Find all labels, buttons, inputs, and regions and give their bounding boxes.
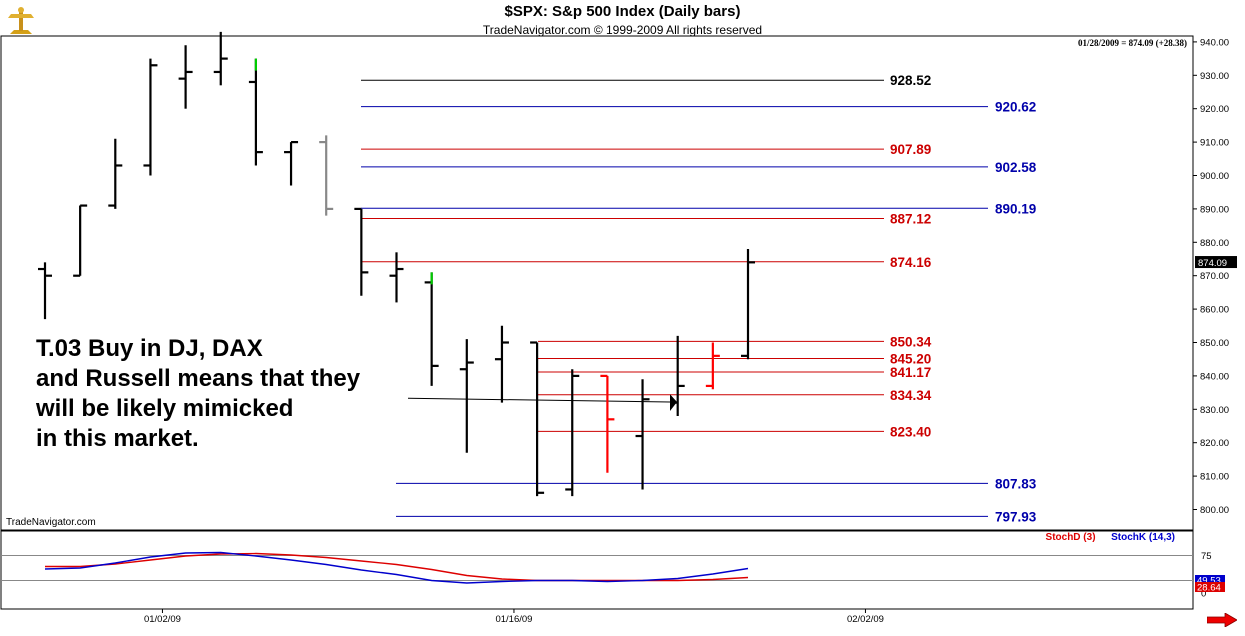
level-label: 823.40 xyxy=(890,424,931,439)
stoch-line xyxy=(44,551,749,584)
stoch-k-value-box xyxy=(1195,575,1225,585)
level-label: 902.58 xyxy=(995,160,1037,175)
trade-navigator-logo-icon xyxy=(8,7,34,34)
last-price-info: 01/28/2009 = 874.09 (+28.38) xyxy=(1077,38,1187,48)
level-label: 834.34 xyxy=(890,388,932,403)
y-tick-label: 840.00 xyxy=(1200,371,1229,382)
copyright-text: TradeNavigator.com © 1999-2009 All right… xyxy=(482,23,763,37)
x-tick-label: 01/02/09 xyxy=(144,614,181,625)
stoch-y-tick-label: 75 xyxy=(1201,551,1212,562)
stoch-k-value: 49.53 xyxy=(1197,576,1221,587)
level-label: 845.20 xyxy=(890,352,931,367)
last-price-text: 874.09 xyxy=(1198,258,1227,269)
stoch-d-value-box xyxy=(1195,582,1225,592)
annotation-line: T.03 Buy in DJ, DAX xyxy=(36,335,263,362)
legend-stoch-k: StochK (14,3) xyxy=(1111,532,1175,543)
stoch-y-tick-label: 0 xyxy=(1201,589,1206,600)
y-tick-label: 930.00 xyxy=(1200,71,1229,82)
x-tick-label: 02/02/09 xyxy=(847,614,884,625)
annotation-line: in this market. xyxy=(36,425,199,452)
level-label: 920.62 xyxy=(995,100,1036,115)
y-tick-label: 900.00 xyxy=(1200,171,1229,182)
y-tick-label: 850.00 xyxy=(1200,338,1229,349)
y-tick-label: 810.00 xyxy=(1200,472,1229,483)
scroll-right-arrow-icon[interactable] xyxy=(1207,613,1237,627)
last-price-box xyxy=(1195,256,1237,269)
y-tick-label: 890.00 xyxy=(1200,204,1229,215)
stochastic-legend: StochD (3) StochK (14,3) xyxy=(1046,532,1175,543)
level-label: 928.52 xyxy=(890,73,931,88)
annotation-line: will be likely mimicked xyxy=(36,395,294,422)
level-label: 850.34 xyxy=(890,334,932,349)
stoch-panel-frame xyxy=(0,530,1194,610)
x-tick-label: 01/16/09 xyxy=(495,614,532,625)
stoch-d-value: 28.64 xyxy=(1197,583,1221,594)
level-label: 841.17 xyxy=(890,365,931,380)
chart-title: $SPX: S&p 500 Index (Daily bars) xyxy=(504,3,741,20)
y-tick-label: 910.00 xyxy=(1200,138,1229,149)
annotation-line: and Russell means that they xyxy=(36,365,361,392)
y-tick-label: 820.00 xyxy=(1200,438,1229,449)
annotation-note: T.03 Buy in DJ, DAX and Russell means th… xyxy=(36,334,360,454)
level-label: 907.89 xyxy=(890,142,931,157)
level-label: 797.93 xyxy=(995,509,1037,524)
y-tick-label: 920.00 xyxy=(1200,104,1229,115)
level-label: 890.19 xyxy=(995,201,1036,216)
x-axis-strip xyxy=(0,610,1245,631)
trend-line xyxy=(407,397,671,403)
level-label: 887.12 xyxy=(890,212,931,227)
y-tick-label: 940.00 xyxy=(1200,37,1229,48)
y-tick-label: 870.00 xyxy=(1200,271,1229,282)
y-tick-label: 800.00 xyxy=(1200,505,1229,516)
y-tick-label: 880.00 xyxy=(1200,238,1229,249)
legend-stoch-d: StochD (3) xyxy=(1045,532,1096,543)
level-label: 807.83 xyxy=(995,476,1037,491)
y-tick-label: 860.00 xyxy=(1200,305,1229,316)
y-tick-label: 830.00 xyxy=(1200,405,1229,416)
brand-label: TradeNavigator.com xyxy=(6,517,96,528)
price-panel-frame xyxy=(0,35,1194,531)
level-label: 874.16 xyxy=(890,255,932,270)
